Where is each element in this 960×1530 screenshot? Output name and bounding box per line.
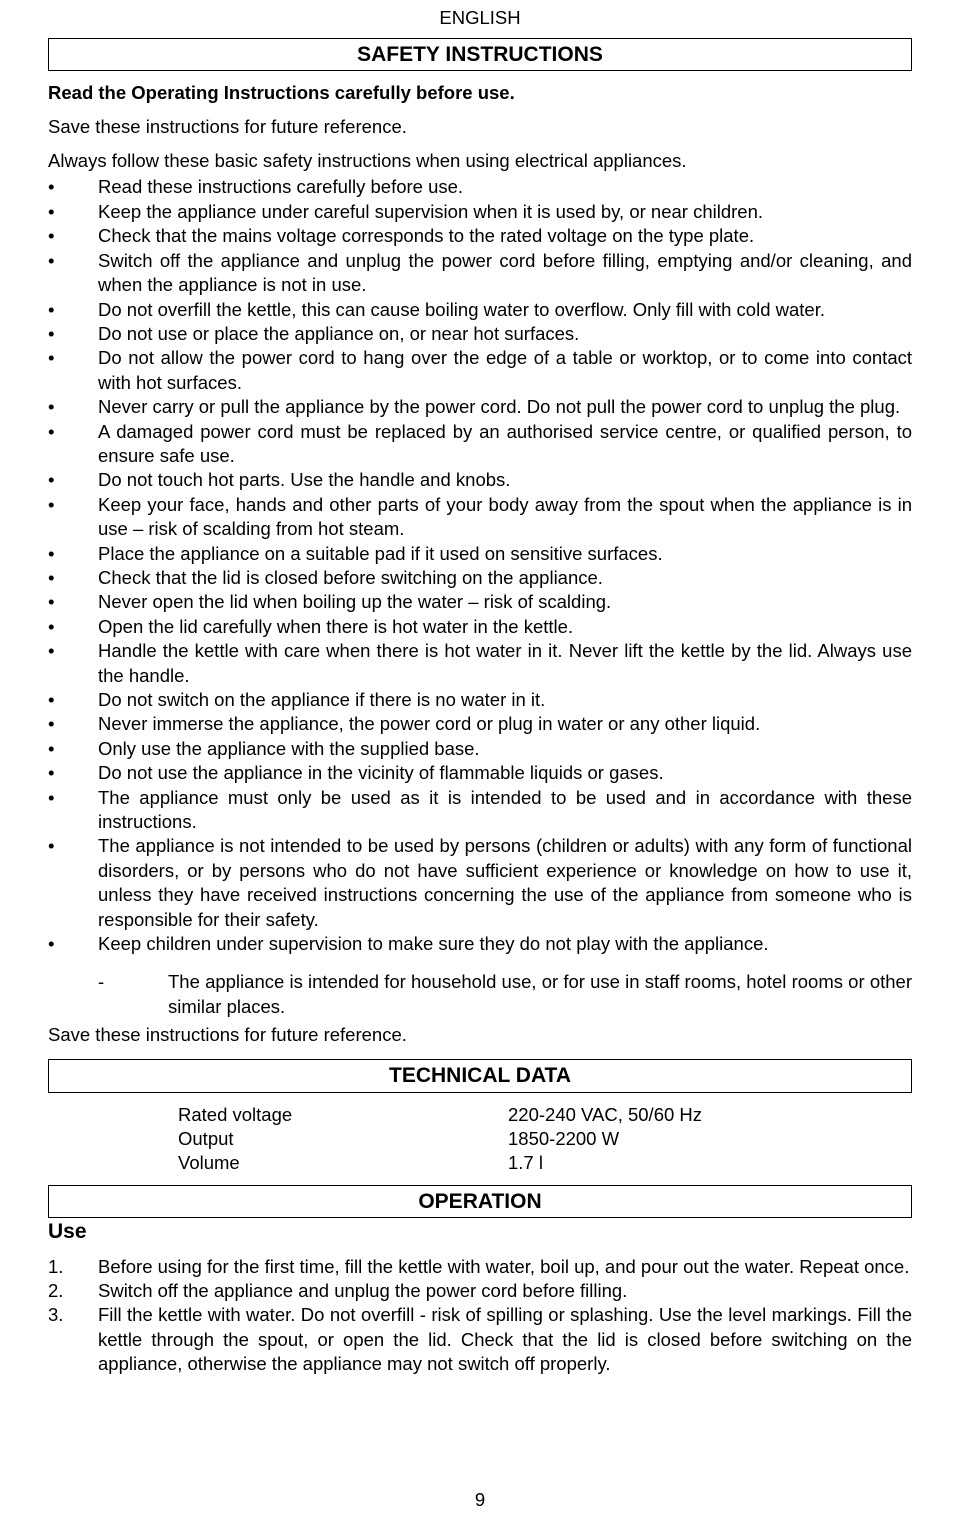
page-number: 9 (0, 1488, 960, 1512)
safety-list-item: Switch off the appliance and unplug the … (48, 249, 912, 298)
safety-list-item: Keep children under supervision to make … (48, 932, 912, 956)
safety-list: Read these instructions carefully before… (48, 175, 912, 956)
dash-block: The appliance is intended for household … (48, 970, 912, 1019)
intro-save-future: Save these instructions for future refer… (48, 115, 912, 139)
step-number: 2. (48, 1279, 63, 1303)
safety-list-item: Open the lid carefully when there is hot… (48, 615, 912, 639)
tech-row: Rated voltage220-240 VAC, 50/60 Hz (178, 1103, 912, 1127)
safety-list-item: A damaged power cord must be replaced by… (48, 420, 912, 469)
safety-list-item: Do not use or place the appliance on, or… (48, 322, 912, 346)
safety-list-item: Check that the mains voltage corresponds… (48, 224, 912, 248)
use-label: Use (48, 1218, 912, 1245)
tech-label: Output (178, 1127, 508, 1151)
safety-list-item: Place the appliance on a suitable pad if… (48, 542, 912, 566)
operation-steps-list: 1.Before using for the first time, fill … (48, 1255, 912, 1375)
save-reference-again: Save these instructions for future refer… (48, 1023, 912, 1047)
step-number: 3. (48, 1303, 63, 1327)
safety-list-item: Do not overfill the kettle, this can cau… (48, 298, 912, 322)
safety-list-item: Read these instructions carefully before… (48, 175, 912, 199)
technical-data-heading: TECHNICAL DATA (48, 1059, 912, 1092)
safety-list-item: Handle the kettle with care when there i… (48, 639, 912, 688)
intro-read-before: Read the Operating Instructions carefull… (48, 81, 912, 105)
safety-list-item: Keep your face, hands and other parts of… (48, 493, 912, 542)
safety-list-item: Do not use the appliance in the vicinity… (48, 761, 912, 785)
tech-label: Volume (178, 1151, 508, 1175)
operation-step: 2.Switch off the appliance and unplug th… (48, 1279, 912, 1303)
safety-list-item: Do not allow the power cord to hang over… (48, 346, 912, 395)
safety-list-item: Do not touch hot parts. Use the handle a… (48, 468, 912, 492)
safety-list-item: Do not switch on the appliance if there … (48, 688, 912, 712)
language-header: ENGLISH (48, 0, 912, 38)
safety-list-item: Only use the appliance with the supplied… (48, 737, 912, 761)
tech-row: Volume1.7 l (178, 1151, 912, 1175)
safety-list-item: Keep the appliance under careful supervi… (48, 200, 912, 224)
tech-label: Rated voltage (178, 1103, 508, 1127)
operation-step: 3.Fill the kettle with water. Do not ove… (48, 1303, 912, 1375)
tech-row: Output1850-2200 W (178, 1127, 912, 1151)
operation-heading: OPERATION (48, 1185, 912, 1218)
step-number: 1. (48, 1255, 63, 1279)
safety-instructions-heading: SAFETY INSTRUCTIONS (48, 38, 912, 71)
technical-data-table: Rated voltage220-240 VAC, 50/60 HzOutput… (48, 1103, 912, 1175)
safety-list-item: The appliance must only be used as it is… (48, 786, 912, 835)
operation-step: 1.Before using for the first time, fill … (48, 1255, 912, 1279)
safety-list-item: Never carry or pull the appliance by the… (48, 395, 912, 419)
tech-value: 220-240 VAC, 50/60 Hz (508, 1103, 912, 1127)
safety-list-item: Never open the lid when boiling up the w… (48, 590, 912, 614)
tech-value: 1.7 l (508, 1151, 912, 1175)
intro-always-follow: Always follow these basic safety instruc… (48, 149, 912, 173)
safety-list-item: Check that the lid is closed before swit… (48, 566, 912, 590)
safety-list-item: The appliance is not intended to be used… (48, 834, 912, 932)
safety-list-item: Never immerse the appliance, the power c… (48, 712, 912, 736)
tech-value: 1850-2200 W (508, 1127, 912, 1151)
dash-item: The appliance is intended for household … (98, 970, 912, 1019)
